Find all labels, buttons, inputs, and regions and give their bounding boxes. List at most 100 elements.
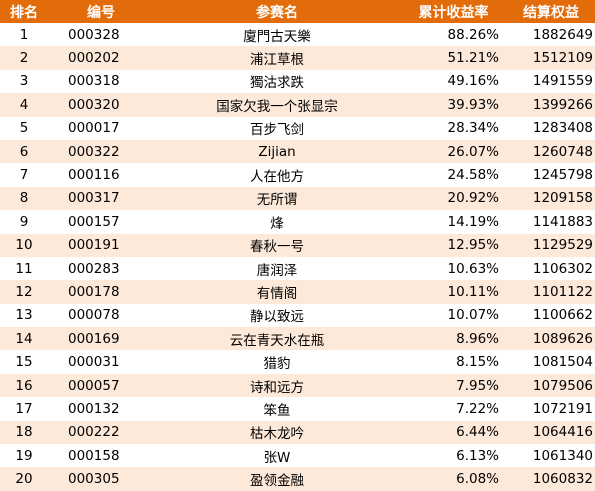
cell-equity: 1260748 <box>532 143 593 160</box>
cell-equity: 1061340 <box>532 447 593 464</box>
cell-rank: 9 <box>19 213 29 230</box>
cell-code: 000157 <box>68 213 120 230</box>
cell-return: 7.22% <box>456 400 499 417</box>
cell-equity: 1209158 <box>532 190 593 207</box>
header-row: 排名 编号 参赛名 累计收益率 结算权益 <box>0 0 595 23</box>
cell-code: 000169 <box>68 330 120 347</box>
cell-name: 人在他方 <box>250 169 304 186</box>
cell-return: 28.34% <box>447 120 499 137</box>
table-row: 17 000132 笨鱼 7.22% 1072191 <box>0 397 595 421</box>
cell-name: 张W <box>263 449 291 466</box>
cell-equity: 1060832 <box>532 471 593 488</box>
cell-name: 静以致远 <box>250 309 304 326</box>
cell-code: 000158 <box>68 447 120 464</box>
cell-equity: 1129529 <box>532 237 593 254</box>
header-return: 累计收益率 <box>418 4 489 21</box>
cell-rank: 1 <box>19 26 29 43</box>
cell-rank: 2 <box>19 50 29 67</box>
cell-code: 000322 <box>68 143 120 160</box>
table-row: 14 000169 云在青天水在瓶 8.96% 1089626 <box>0 327 595 351</box>
cell-name: 廈門古天樂 <box>243 28 311 45</box>
cell-equity: 1512109 <box>532 50 593 67</box>
cell-code: 000318 <box>68 73 120 90</box>
header-code: 编号 <box>87 4 115 21</box>
cell-return: 26.07% <box>447 143 499 160</box>
cell-name: Zijian <box>258 143 296 160</box>
table-row: 1 000328 廈門古天樂 88.26% 1882649 <box>0 23 595 47</box>
table-row: 12 000178 有情阁 10.11% 1101122 <box>0 280 595 304</box>
cell-equity: 1089626 <box>532 330 593 347</box>
cell-code: 000031 <box>68 354 120 371</box>
cell-equity: 1081504 <box>532 354 593 371</box>
table-row: 9 000157 烽 14.19% 1141883 <box>0 210 595 234</box>
cell-code: 000178 <box>68 283 120 300</box>
cell-rank: 13 <box>15 307 33 324</box>
table-row: 16 000057 诗和远方 7.95% 1079506 <box>0 373 595 398</box>
cell-rank: 19 <box>15 447 33 464</box>
cell-rank: 10 <box>15 237 33 254</box>
table-row: 20 000305 盈领金融 6.08% 1060832 <box>0 467 595 491</box>
table-row: 18 000222 枯木龙吟 6.44% 1064416 <box>0 420 595 445</box>
cell-code: 000132 <box>68 400 120 417</box>
table-row: 2 000202 浦江草根 51.21% 1512109 <box>0 46 595 70</box>
cell-equity: 1100662 <box>532 307 593 324</box>
cell-return: 8.15% <box>456 354 499 371</box>
cell-return: 10.07% <box>447 307 499 324</box>
cell-code: 000317 <box>68 190 120 207</box>
table-row: 10 000191 春秋一号 12.95% 1129529 <box>0 233 595 257</box>
cell-name: 笨鱼 <box>263 402 291 419</box>
cell-equity: 1399266 <box>532 96 593 113</box>
cell-name: 唐润泽 <box>256 262 298 279</box>
cell-return: 6.08% <box>456 471 499 488</box>
cell-return: 49.16% <box>447 73 499 90</box>
cell-equity: 1283408 <box>532 120 593 137</box>
cell-name: 百步飞剑 <box>250 122 304 139</box>
cell-return: 6.44% <box>456 424 499 441</box>
cell-rank: 15 <box>15 354 33 371</box>
cell-return: 10.11% <box>447 283 499 300</box>
cell-name: 有情阁 <box>256 285 298 302</box>
cell-code: 000320 <box>68 96 120 113</box>
cell-code: 000328 <box>68 26 120 43</box>
cell-code: 000057 <box>68 377 120 394</box>
cell-equity: 1141883 <box>532 213 593 230</box>
cell-return: 6.13% <box>456 447 499 464</box>
cell-return: 14.19% <box>447 213 499 230</box>
cell-rank: 18 <box>15 424 33 441</box>
cell-rank: 7 <box>19 167 29 184</box>
cell-name: 浦江草根 <box>250 52 304 69</box>
table-row: 6 000322 Zijian 26.07% 1260748 <box>0 139 595 164</box>
cell-rank: 16 <box>15 377 33 394</box>
table-header: 排名 编号 参赛名 累计收益率 结算权益 <box>0 0 595 23</box>
cell-return: 88.26% <box>447 26 499 43</box>
table-row: 3 000318 獨沽求跌 49.16% 1491559 <box>0 69 595 94</box>
table-body: 1 000328 廈門古天樂 88.26% 1882649 2 000202 浦江草根 51.2… <box>0 23 595 491</box>
cell-name: 无所谓 <box>256 192 298 209</box>
cell-rank: 20 <box>15 471 33 488</box>
cell-return: 7.95% <box>456 377 499 394</box>
table-row: 11 000283 唐润泽 10.63% 1106302 <box>0 256 595 281</box>
cell-equity: 1491559 <box>532 73 593 90</box>
cell-equity: 1079506 <box>532 377 593 394</box>
cell-equity: 1245798 <box>532 167 593 184</box>
header-rank: 排名 <box>10 4 38 21</box>
cell-rank: 4 <box>19 96 29 113</box>
cell-equity: 1101122 <box>532 283 593 300</box>
cell-rank: 8 <box>19 190 29 207</box>
header-equity: 结算权益 <box>523 4 579 21</box>
cell-name: 枯木龙吟 <box>250 426 304 443</box>
cell-return: 39.93% <box>447 96 499 113</box>
table-row: 19 000158 张W 6.13% 1061340 <box>0 444 595 468</box>
table-row: 7 000116 人在他方 24.58% 1245798 <box>0 163 595 187</box>
cell-equity: 1106302 <box>532 260 593 277</box>
cell-name: 盈领金融 <box>250 473 304 490</box>
cell-name: 云在青天水在瓶 <box>229 332 325 349</box>
cell-rank: 12 <box>15 283 33 300</box>
table-row: 15 000031 猎豹 8.15% 1081504 <box>0 350 595 374</box>
cell-code: 000202 <box>68 50 120 67</box>
cell-return: 10.63% <box>447 260 499 277</box>
cell-return: 12.95% <box>447 237 499 254</box>
table-row: 5 000017 百步飞剑 28.34% 1283408 <box>0 116 595 140</box>
cell-name: 国家欠我一个张显宗 <box>216 98 338 115</box>
